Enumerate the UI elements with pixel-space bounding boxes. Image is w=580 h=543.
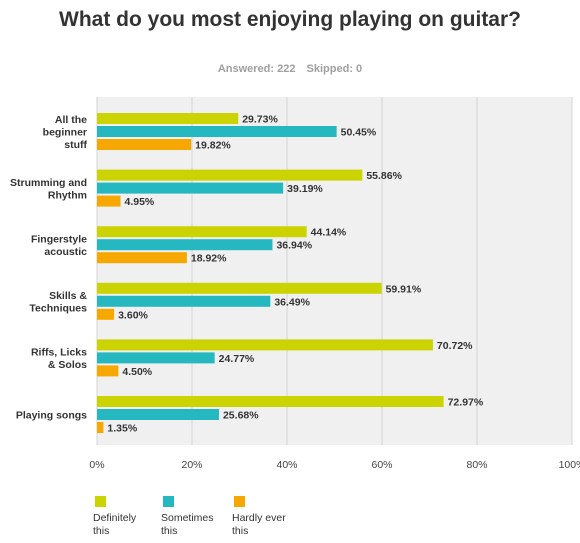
chart-title: What do you most enjoying playing on gui… <box>59 8 521 31</box>
legend-item: Hardly ever this <box>232 496 312 538</box>
data-label: 3.60% <box>118 309 148 321</box>
bar <box>97 169 363 181</box>
bar <box>97 139 192 150</box>
bar <box>97 295 271 307</box>
data-label: 50.45% <box>341 127 377 139</box>
bar <box>97 195 121 207</box>
bar <box>97 422 104 433</box>
category-label: Fingerstyle acoustic <box>31 233 87 258</box>
answered-count: Answered: 222 <box>217 63 296 75</box>
category-label: Skills & Techniques <box>29 290 87 315</box>
x-tick-label: 40% <box>276 459 297 471</box>
data-label: 70.72% <box>437 340 473 352</box>
x-tick-label: 20% <box>181 459 202 471</box>
bar <box>97 352 215 364</box>
response-stats: Answered: 222 Skipped: 0 <box>0 63 580 75</box>
bar <box>97 282 382 294</box>
bar <box>97 409 219 420</box>
data-label: 19.82% <box>195 140 231 152</box>
data-label: 29.73% <box>242 114 278 126</box>
data-label: 72.97% <box>448 397 484 409</box>
x-tick-label: 100% <box>559 459 580 471</box>
data-label: 4.50% <box>122 366 152 378</box>
data-label: 1.35% <box>107 423 137 435</box>
data-label: 18.92% <box>191 253 227 265</box>
plot-area <box>97 97 572 445</box>
data-label: 44.14% <box>311 227 347 239</box>
legend-swatch <box>163 496 174 507</box>
bar <box>97 365 119 377</box>
legend-label: Definitely this <box>93 512 137 537</box>
x-tick-label: 0% <box>89 459 104 471</box>
data-label: 36.94% <box>276 240 312 252</box>
bar <box>97 113 239 124</box>
bar <box>97 239 273 251</box>
bar <box>97 126 337 137</box>
category-label: All the beginner stuff <box>43 114 88 151</box>
legend-swatch <box>95 496 106 507</box>
data-label: 24.77% <box>219 353 255 365</box>
legend-swatch <box>234 496 245 507</box>
legend-item: Sometimes this <box>161 496 241 538</box>
bar <box>97 396 444 407</box>
bar <box>97 182 284 194</box>
data-label: 36.49% <box>274 296 310 308</box>
category-label: Strumming and Rhythm <box>10 177 87 202</box>
x-tick-label: 60% <box>371 459 392 471</box>
legend-item: Definitely this <box>93 496 173 538</box>
data-label: 25.68% <box>223 410 259 422</box>
bar <box>97 308 115 320</box>
category-label: Riffs, Licks & Solos <box>31 347 87 372</box>
data-label: 39.19% <box>287 183 323 195</box>
data-label: 59.91% <box>386 283 422 295</box>
data-label: 55.86% <box>366 170 402 182</box>
legend-label: Sometimes this <box>161 512 214 537</box>
bar <box>97 226 307 238</box>
data-label: 4.95% <box>125 196 155 208</box>
category-label: Playing songs <box>16 410 87 422</box>
bar <box>97 339 433 351</box>
skipped-count: Skipped: 0 <box>306 63 363 75</box>
bar <box>97 252 187 264</box>
legend-label: Hardly ever this <box>232 512 286 537</box>
x-tick-label: 80% <box>466 459 487 471</box>
